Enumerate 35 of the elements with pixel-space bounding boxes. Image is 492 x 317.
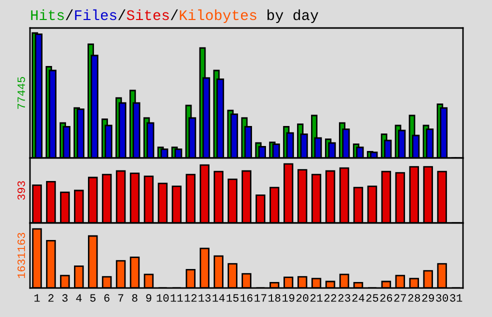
x-tick-label: 11 [170, 294, 183, 302]
x-tick-label: 30 [436, 294, 448, 302]
x-tick-label: 12 [184, 294, 197, 302]
x-tick-label: 23 [338, 294, 350, 302]
x-tick-label: 17 [254, 294, 266, 302]
y-axis-title: 77445 [18, 77, 26, 109]
x-tick-label: 27 [394, 294, 406, 302]
x-tick-label: 18 [268, 294, 280, 302]
x-tick-label: 28 [408, 294, 420, 302]
x-tick-label: 31 [450, 294, 462, 302]
x-tick-label: 29 [422, 294, 434, 302]
x-tick-label: 13 [198, 294, 211, 302]
x-tick-label: 6 [104, 294, 110, 302]
x-tick-label: 4 [76, 294, 82, 302]
x-tick-label: 14 [212, 294, 225, 302]
x-tick-label: 1 [34, 294, 40, 302]
x-tick-label: 15 [226, 294, 238, 302]
x-tick-label: 2 [48, 294, 54, 302]
x-tick-label: 21 [310, 294, 322, 302]
x-tick-label: 20 [296, 294, 308, 302]
x-tick-label: 5 [90, 294, 96, 302]
x-tick-label: 22 [324, 294, 336, 302]
x-tick-label: 24 [352, 294, 364, 302]
x-tick-label: 25 [366, 294, 378, 302]
y-axis-title: 393 [17, 181, 26, 200]
chart-title: Hits/Files/Sites/Kilobytes by day [31, 9, 318, 24]
x-tick-label: 19 [282, 294, 294, 302]
x-tick-label: 10 [156, 294, 169, 302]
x-tick-label: 9 [146, 294, 152, 302]
x-tick-label: 3 [62, 294, 68, 302]
y-axis-title: 1631163 [17, 232, 26, 278]
x-tick-label: 7 [118, 294, 124, 302]
x-tick-label: 16 [240, 294, 252, 302]
x-tick-label: 8 [132, 294, 138, 302]
x-tick-label: 26 [380, 294, 392, 302]
